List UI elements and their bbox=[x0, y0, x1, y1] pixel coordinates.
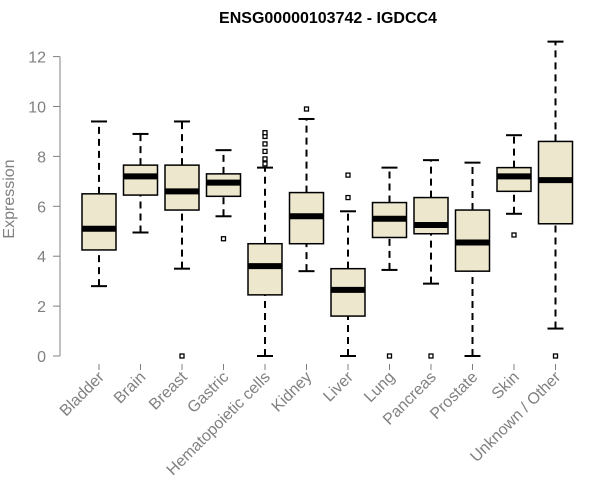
y-tick-label: 2 bbox=[37, 299, 46, 316]
box-plots bbox=[81, 40, 574, 359]
box-gastric bbox=[205, 149, 242, 242]
y-tick-label: 4 bbox=[37, 249, 46, 266]
box bbox=[164, 164, 200, 211]
outlier-point bbox=[552, 353, 559, 359]
box bbox=[247, 242, 283, 296]
y-tick-label: 0 bbox=[37, 349, 46, 366]
box-liver bbox=[330, 172, 366, 357]
box-hematopoietic-cells bbox=[247, 130, 283, 357]
outlier-point bbox=[386, 353, 393, 359]
y-tick-label: 12 bbox=[28, 50, 46, 67]
box-lung bbox=[371, 166, 408, 359]
outlier-point bbox=[262, 161, 268, 167]
y-tick-label: 8 bbox=[37, 149, 46, 166]
x-tick-label: Bladder bbox=[57, 368, 108, 419]
box-brain bbox=[122, 132, 159, 234]
box-pancreas bbox=[413, 159, 449, 359]
outlier-point bbox=[345, 172, 351, 178]
box bbox=[413, 196, 449, 235]
x-tick-label: Skin bbox=[489, 369, 523, 403]
outlier-point bbox=[262, 130, 268, 136]
outlier-point bbox=[220, 236, 227, 242]
box bbox=[81, 193, 117, 251]
outlier-point bbox=[428, 353, 434, 359]
y-tick-label: 6 bbox=[37, 199, 46, 216]
box-skin bbox=[496, 134, 532, 238]
outlier-point bbox=[179, 353, 185, 359]
outlier-point bbox=[262, 141, 268, 147]
x-tick-label: Kidney bbox=[269, 369, 316, 416]
outlier-point bbox=[345, 194, 351, 201]
outlier-point bbox=[262, 156, 268, 162]
y-axis: 0 2 4 6 8 10 12 bbox=[28, 50, 61, 366]
box-prostate bbox=[454, 161, 491, 357]
x-tick-label: Liver bbox=[320, 368, 357, 405]
box-kidney bbox=[288, 106, 325, 273]
x-tick-label: Brain bbox=[111, 369, 149, 407]
x-tick-label: Lung bbox=[361, 369, 398, 406]
y-axis-label: Expression bbox=[1, 159, 18, 238]
chart-title: ENSG00000103742 - IGDCC4 bbox=[219, 10, 437, 27]
outlier-point bbox=[303, 106, 310, 112]
outlier-point bbox=[511, 232, 517, 238]
x-tick-label: Breast bbox=[146, 368, 191, 413]
box-bladder bbox=[81, 120, 117, 288]
outlier-point bbox=[262, 148, 268, 155]
box bbox=[496, 166, 532, 193]
box bbox=[122, 164, 159, 196]
box-breast bbox=[164, 120, 200, 359]
box-unknown-other bbox=[537, 40, 574, 359]
y-tick-label: 10 bbox=[28, 100, 46, 117]
